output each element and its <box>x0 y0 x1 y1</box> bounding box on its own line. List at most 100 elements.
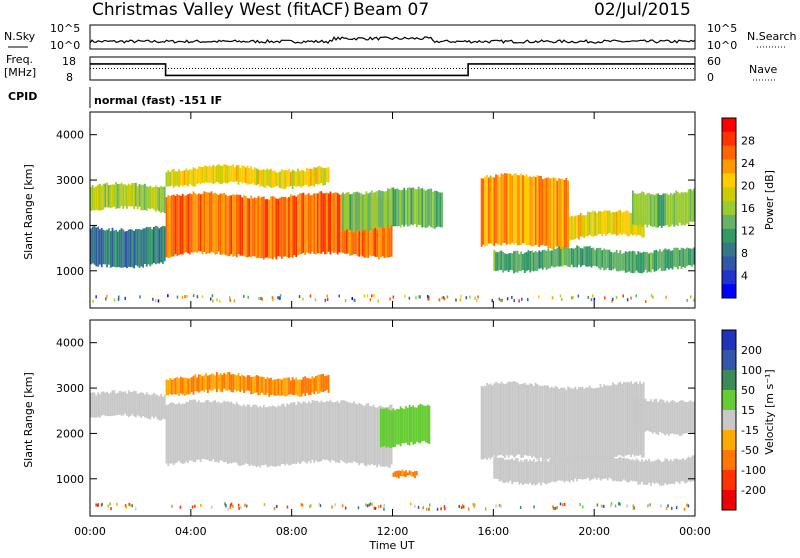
power-cell <box>653 195 656 227</box>
velocity-cell <box>295 404 298 465</box>
velocity-cell <box>300 403 303 463</box>
velocity-cell <box>201 376 204 391</box>
velocity-cell <box>235 402 238 463</box>
power-cell <box>495 174 497 244</box>
velocity-cell <box>691 455 694 482</box>
power-cell <box>284 196 287 257</box>
power-cell <box>255 198 258 259</box>
velocity-cell <box>230 401 233 464</box>
power-cell <box>491 177 494 245</box>
velocity-speckle <box>110 507 112 511</box>
power-cell <box>570 248 573 265</box>
velocity-colorbar-tick: 15 <box>741 404 755 417</box>
power-cell <box>563 247 566 266</box>
velocity-cell <box>174 378 177 395</box>
velocity-colorbar-swatch <box>722 410 736 431</box>
power-cell <box>484 176 487 247</box>
power-speckle <box>338 294 340 298</box>
velocity-cell <box>167 380 170 396</box>
power-cell <box>379 190 382 227</box>
power-speckle <box>650 294 653 297</box>
velocity-cell <box>268 378 271 397</box>
power-cell <box>401 189 404 225</box>
power-cell <box>246 198 249 258</box>
power-cell <box>578 215 580 240</box>
velocity-cell <box>619 381 622 456</box>
velocity-cell <box>668 402 670 436</box>
power-cell <box>149 185 152 210</box>
velocity-cell <box>545 459 548 485</box>
power-speckle <box>476 299 478 302</box>
velocity-cell <box>572 456 575 482</box>
velocity-cell <box>495 381 497 457</box>
power-cell <box>113 230 116 267</box>
power-cell <box>651 252 654 270</box>
power-cell <box>178 169 180 188</box>
power-cell <box>540 251 542 269</box>
velocity-cell <box>243 375 245 393</box>
power-cell <box>282 197 285 257</box>
power-cell <box>122 229 125 268</box>
velocity-cell <box>405 406 407 443</box>
power-speckle <box>243 294 245 298</box>
power-cell <box>234 167 236 182</box>
power-cell <box>569 216 571 241</box>
velocity-cell <box>563 387 566 461</box>
power-cell <box>176 194 179 257</box>
velocity-cell <box>612 382 614 459</box>
velocity-cell <box>651 401 654 434</box>
power-cell <box>163 186 166 214</box>
velocity-cell <box>228 402 231 464</box>
velocity-cell <box>552 458 555 482</box>
velocity-cell <box>205 373 207 390</box>
velocity-cell <box>536 384 539 460</box>
power-cell <box>529 176 532 246</box>
power-cell <box>342 192 344 230</box>
power-cell <box>532 175 535 246</box>
power-cell <box>554 178 557 247</box>
power-cell <box>217 164 220 183</box>
power-cell <box>248 168 251 185</box>
power-cell <box>551 177 553 250</box>
velocity-cell <box>578 387 580 460</box>
velocity-cell <box>198 374 200 393</box>
power-cell <box>520 251 523 271</box>
velocity-cell <box>614 384 616 457</box>
power-cell <box>385 191 388 229</box>
power-cell <box>390 196 393 257</box>
velocity-cell <box>612 456 614 482</box>
velocity-cell <box>300 379 303 397</box>
velocity-cell <box>282 378 285 396</box>
velocity-cell <box>520 384 523 458</box>
power-cell <box>590 211 593 237</box>
power-cell <box>286 197 289 258</box>
power-cell <box>668 249 670 270</box>
velocity-cell <box>541 458 544 483</box>
velocity-cell <box>230 374 233 392</box>
power-cell <box>133 182 135 210</box>
power-speckle <box>500 299 502 302</box>
power-speckle <box>513 299 515 303</box>
power-cell <box>552 177 555 247</box>
velocity-cell <box>563 457 566 483</box>
velocity-cell <box>671 400 674 434</box>
velocity-cell <box>205 400 207 460</box>
velocity-speckle <box>429 503 431 507</box>
velocity-cell <box>653 460 656 484</box>
velocity-cell <box>91 392 94 418</box>
velocity-cell <box>585 454 587 480</box>
power-cell <box>502 252 505 273</box>
power-cell <box>252 198 254 256</box>
power-cell <box>525 174 528 246</box>
velocity-cell <box>514 381 517 457</box>
velocity-cell <box>142 392 144 416</box>
power-cell <box>630 212 632 235</box>
velocity-cell <box>113 390 116 416</box>
power-speckle <box>229 296 231 300</box>
velocity-cell <box>136 394 139 416</box>
power-cell <box>252 169 254 184</box>
power-cell <box>279 197 281 257</box>
velocity-speckle <box>440 507 442 511</box>
power-cell <box>311 168 314 186</box>
power-cell <box>633 193 636 226</box>
